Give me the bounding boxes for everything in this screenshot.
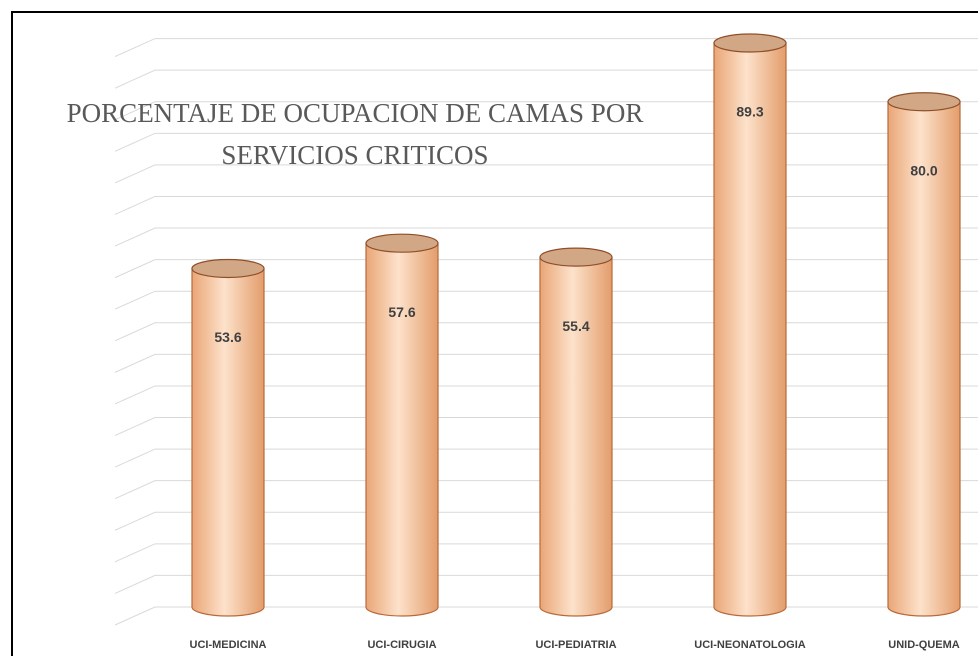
- grid-line: [114, 417, 978, 436]
- bar-body: [887, 101, 961, 617]
- grid-line: [114, 227, 978, 247]
- grid-line: [114, 101, 978, 121]
- chart-title: SERVICIOS CRITICOS: [221, 140, 488, 170]
- grid-line: [114, 38, 978, 58]
- grid-line: [114, 353, 978, 373]
- x-tick-label: UNID-QUEMA: [888, 639, 960, 651]
- value-label: 55.4: [562, 318, 589, 334]
- bar: [539, 247, 613, 617]
- value-label: 57.6: [388, 304, 415, 320]
- grid-line: [114, 574, 978, 594]
- frame: [11, 11, 978, 656]
- chart-title: PORCENTAJE DE OCUPACION DE CAMAS POR: [67, 98, 644, 128]
- grid-line: [114, 259, 978, 279]
- grid-line: [114, 69, 978, 89]
- bar-top: [365, 233, 439, 253]
- x-tick-label: UCI-MEDICINA: [190, 639, 267, 651]
- grid-line: [114, 195, 978, 215]
- grid-line: [114, 164, 978, 184]
- x-tick-label: UCI-PEDIATRIA: [535, 639, 616, 651]
- grid-line: [114, 322, 978, 342]
- bar-top: [713, 33, 787, 53]
- bar: [191, 258, 265, 617]
- bar-top: [191, 258, 265, 279]
- bar-body: [365, 242, 439, 617]
- grid-line: [114, 448, 978, 468]
- value-label: 80.0: [910, 162, 937, 178]
- grid-line: [114, 290, 978, 310]
- bar-body: [539, 256, 613, 617]
- bar-body: [713, 42, 787, 617]
- grid-line: [114, 543, 978, 563]
- bar-top: [887, 92, 961, 112]
- x-tick-label: UCI-CIRUGIA: [367, 639, 436, 651]
- grid-line: [114, 385, 978, 405]
- bar-top: [539, 247, 613, 267]
- grid-line: [114, 606, 978, 626]
- bar: [887, 92, 961, 617]
- grid-line: [114, 132, 978, 152]
- x-tick-label: UCI-NEONATOLOGIA: [694, 639, 805, 651]
- bar: [713, 33, 787, 617]
- value-label: 53.6: [214, 329, 241, 345]
- value-label: 89.3: [736, 104, 763, 120]
- bar-body: [191, 267, 265, 617]
- bar: [365, 233, 439, 617]
- grid-line: [114, 511, 978, 531]
- grid-line: [114, 480, 978, 500]
